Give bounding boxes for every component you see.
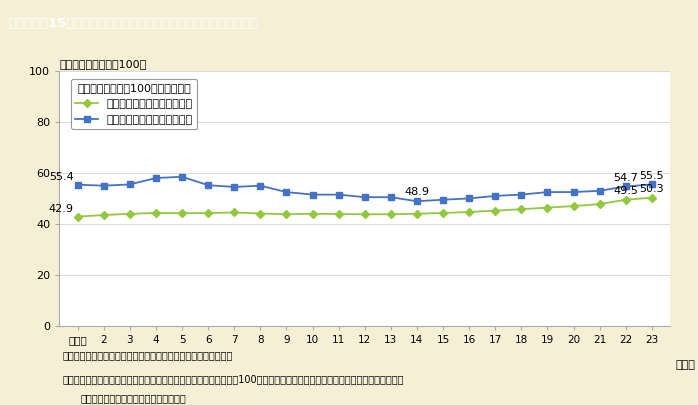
Text: （年）: （年） <box>675 360 695 371</box>
Text: 49.5: 49.5 <box>614 186 638 196</box>
Text: 42.9: 42.9 <box>49 203 74 213</box>
Legend: 女性短時間労働者の給与水準, 男性短時間労働者の給与水準: 女性短時間労働者の給与水準, 男性短時間労働者の給与水準 <box>71 79 197 129</box>
Text: 50.3: 50.3 <box>639 184 664 194</box>
Text: を算出したものである。: を算出したものである。 <box>80 393 186 403</box>
Text: 55.5: 55.5 <box>639 171 664 181</box>
Text: （男性一般労働者＝100）: （男性一般労働者＝100） <box>59 59 147 69</box>
Text: 第１－３－15図　労働者の１時間当たり平均所定内給与格差の推移: 第１－３－15図 労働者の１時間当たり平均所定内給与格差の推移 <box>8 17 259 30</box>
Text: 55.4: 55.4 <box>49 172 74 181</box>
Text: 54.7: 54.7 <box>614 173 638 183</box>
Text: 48.9: 48.9 <box>404 188 429 197</box>
Text: ２．男性一般労働者の１時間当たり平均所定内給与額を100として，各区分の１時間当たり平均所定内給与額の水準: ２．男性一般労働者の１時間当たり平均所定内給与額を100として，各区分の１時間当… <box>63 375 404 385</box>
Text: （備考）　１．厚生労働省「賃金構造基本統計調査」より作成。: （備考） １．厚生労働省「賃金構造基本統計調査」より作成。 <box>63 350 233 360</box>
